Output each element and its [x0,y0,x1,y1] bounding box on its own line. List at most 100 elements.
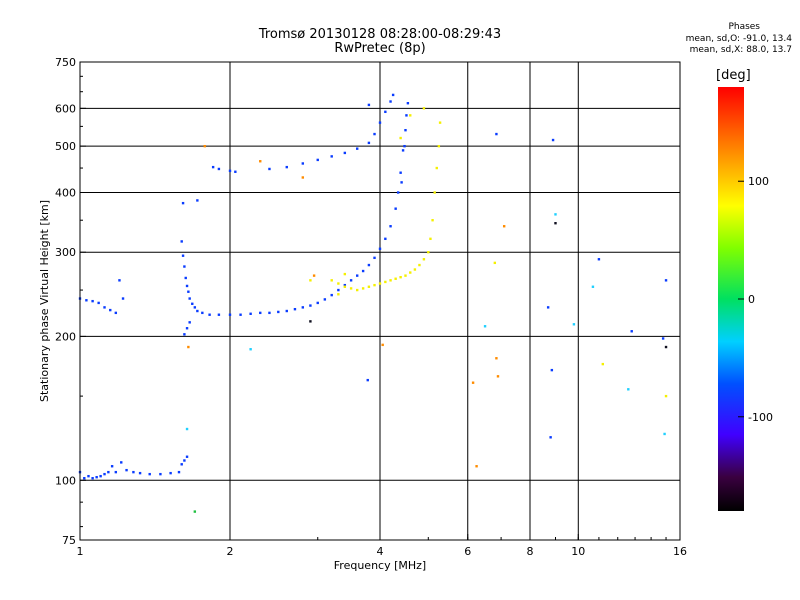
echo-point [185,284,189,288]
echo-point [630,330,633,333]
echo-point [399,275,402,279]
chart-title: Tromsø 20130128 08:28:00-08:29:43 [258,27,502,42]
echo-point [148,472,151,476]
echo-point [355,288,359,292]
echo-point [125,468,128,472]
echo-point [309,304,312,307]
echo-point [259,160,262,163]
colorbar-unit-label: [deg] [716,68,751,83]
echo-point [316,301,319,305]
echo-point [180,240,183,243]
echo-point [293,307,297,311]
echo-point [384,110,387,114]
echo-point [180,463,183,466]
x-tick-label: 16 [673,545,687,558]
phases-title: Phases [728,22,760,32]
echo-point [404,274,407,277]
echo-point [97,301,100,305]
echo-point [185,455,189,458]
echo-point [664,279,668,282]
echo-point [91,477,94,480]
echo-point [551,138,555,142]
echo-point [427,251,430,254]
echo-point [196,309,199,313]
echo-point [91,299,94,303]
echo-point [367,141,371,145]
axis-ticks: 1 2 4 6 8 10 16 75 100 200 300 400 500 600 750 [55,56,687,558]
y-tick-label: 500 [55,140,76,153]
echo-point [239,313,242,316]
x-axis-label: Frequency [MHz] [334,559,426,572]
echo-point [337,288,340,292]
echo-point [159,472,162,476]
echo-point [109,308,112,312]
echo-point [121,297,125,300]
echo-point [664,394,668,398]
echo-point [355,147,359,150]
echo-point [312,274,316,277]
colorbar-tick-label: -100 [748,411,773,424]
echo-point [496,375,500,378]
echo-point [384,237,387,241]
echo-point [373,132,376,136]
echo-point [228,169,232,173]
colorbar-tick-label: 0 [748,293,755,306]
echo-point [384,280,387,284]
echo-point [187,345,190,349]
echo-point [349,287,353,290]
echo-point [601,362,605,366]
echo-point [546,306,550,309]
echo-point [431,219,434,222]
x-tick-label: 2 [227,545,234,558]
phases-x-stats: mean, sd,X: 88.0, 13.7 [689,45,792,55]
colorbar-tick-label: 100 [748,175,769,188]
chart-subtitle: RwPretec (8p) [334,41,426,56]
echo-point [400,181,403,184]
echo-point [495,132,498,136]
echo-point [361,287,365,290]
y-tick-label: 300 [55,246,76,259]
echo-point [572,323,576,326]
echo-point [389,100,392,103]
echo-point [399,171,402,174]
echo-point [343,151,347,155]
y-tick-label: 400 [55,186,76,199]
echo-point [87,474,90,478]
echo-point [301,306,305,309]
echo-point [309,320,312,323]
echo-point [85,299,88,302]
echo-point [83,477,86,480]
x-tick-label: 8 [527,545,534,558]
echo-point [366,378,369,382]
echo-point [208,313,211,316]
echo-point [309,279,312,282]
echo-point [330,293,333,297]
echo-point [550,368,554,372]
echo-point [661,337,665,340]
echo-point [433,191,436,194]
echo-point [169,471,172,475]
echo-point [378,121,382,124]
echo-point [193,510,197,513]
echo-point [591,285,595,288]
echo-point [183,459,186,462]
echo-point [429,237,432,241]
y-axis-label: Stationary phase Virtual Height [km] [38,200,51,402]
y-tick-label: 100 [55,474,76,487]
echo-point [259,311,262,315]
echo-point [268,311,271,315]
echo-point [103,472,106,476]
echo-point [187,290,190,293]
echo-point [597,258,601,261]
echo-point [554,222,557,225]
grid-lines [80,62,680,540]
echo-point [367,285,371,288]
y-tick-label: 200 [55,330,76,343]
echo-point [627,388,630,391]
echo-point [330,155,333,158]
echo-point [381,343,384,347]
echo-point [277,310,280,314]
echo-point [391,93,395,97]
phases-o-stats: mean, sd,O: -91.0, 13.4 [685,34,792,44]
echo-point [118,279,121,282]
